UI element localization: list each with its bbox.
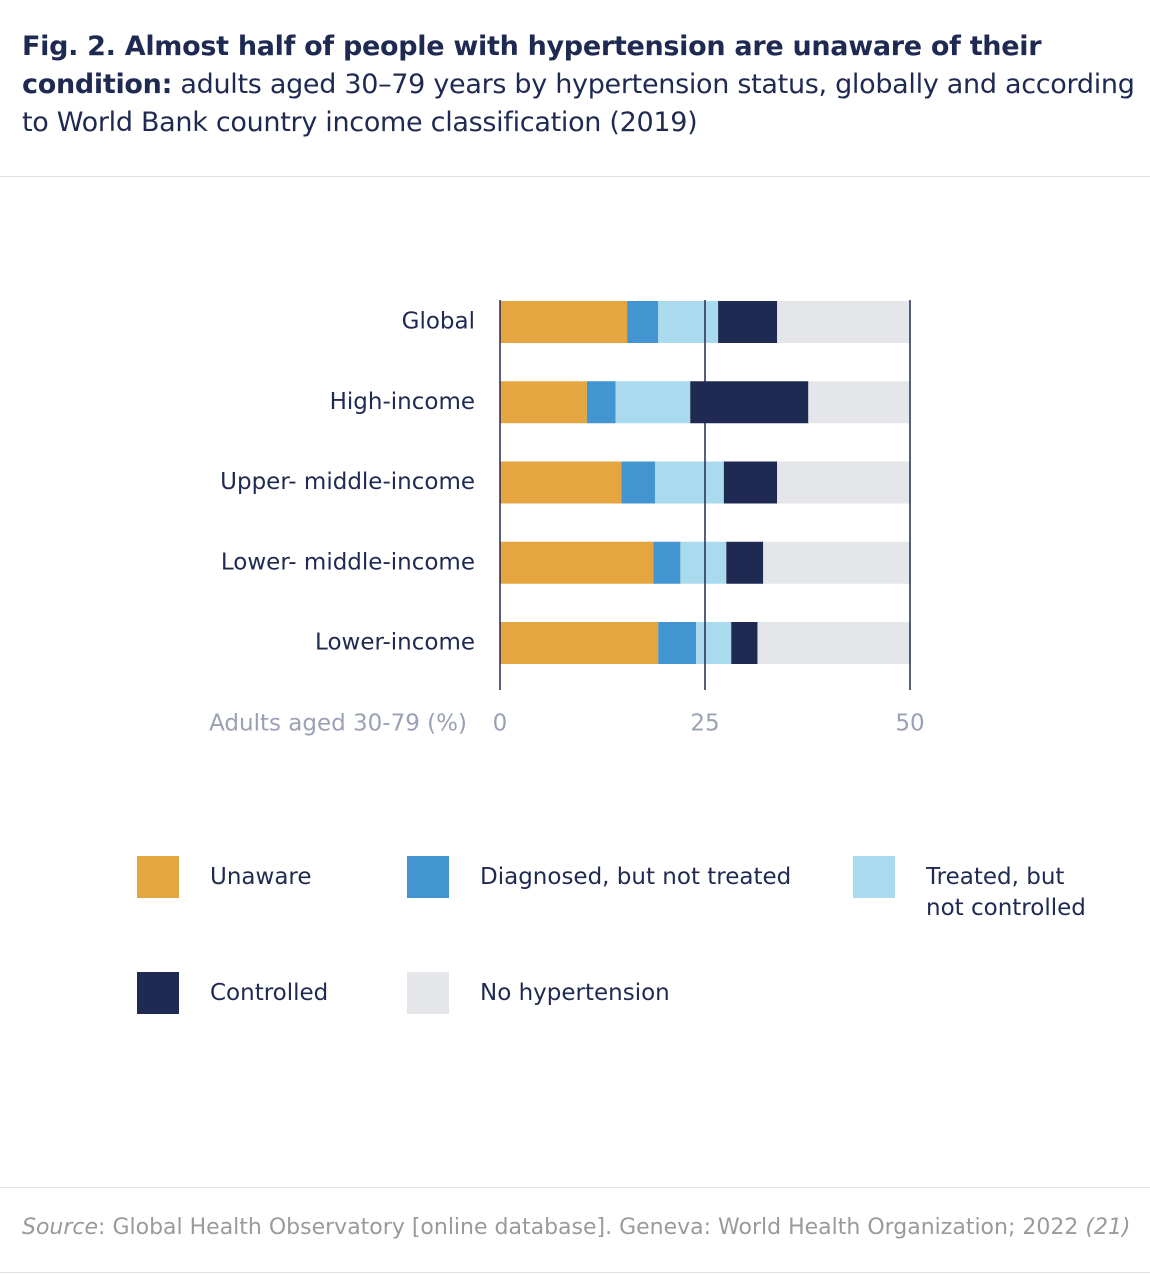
chart-subtitle: adults aged 30–79 years by hypertension … [22, 69, 1135, 138]
bar-segment [680, 541, 727, 584]
bar-segment [808, 381, 910, 424]
bar-segment [726, 541, 764, 584]
bar-segment [658, 622, 696, 664]
bar-segment [763, 541, 910, 584]
bar-segment [500, 622, 659, 664]
bar-segment [500, 381, 587, 424]
legend-item: Unaware [137, 856, 530, 898]
bar-segment [777, 301, 910, 343]
divider [0, 176, 1150, 177]
legend-label: Diagnosed, but not treated [480, 864, 792, 890]
source: Source: Global Health Observatory [onlin… [22, 1215, 1131, 1240]
y-tick-label: Lower- middle-income [221, 549, 475, 575]
bar-segment [653, 541, 681, 584]
legend-item: Controlled [137, 972, 530, 1014]
y-tick-label: High-income [330, 389, 475, 415]
bar-segment [586, 381, 616, 424]
legend-label: Unaware [210, 864, 312, 890]
legend-swatch [853, 856, 895, 898]
legend-swatch [137, 972, 179, 1014]
bar-segment [500, 461, 622, 504]
bar-segment [777, 461, 910, 504]
y-tick-label: Global [402, 309, 475, 335]
legend-swatch [407, 856, 449, 898]
bar-segment [723, 461, 778, 504]
bar-segment [757, 622, 911, 664]
source-ref: (21) [1085, 1215, 1131, 1240]
legend-label: Controlled [210, 980, 329, 1006]
x-axis-label: Adults aged 30-79 (%) [209, 711, 467, 737]
bar-segment [627, 301, 659, 343]
divider [0, 1187, 1150, 1188]
legend-item: Diagnosed, but not treated [407, 856, 800, 898]
source-text: : Global Health Observatory [online data… [98, 1215, 1079, 1240]
bar-segment [654, 461, 724, 504]
x-tick-label: 50 [895, 711, 924, 737]
title-block: Fig. 2. Almost half of people with hyper… [22, 28, 1137, 142]
legend-swatch [407, 972, 449, 1014]
divider [0, 1272, 1150, 1273]
x-tick-label: 25 [690, 711, 719, 737]
y-tick-label: Lower-income [315, 630, 475, 656]
bar-segment [500, 541, 654, 584]
bar-segment [500, 301, 628, 343]
x-tick-label: 0 [493, 711, 508, 737]
bar-segment [731, 622, 758, 664]
bar-segment [621, 461, 655, 504]
bar-segment [690, 381, 809, 424]
legend-item: No hypertension [407, 972, 800, 1014]
y-tick-label: Upper- middle-income [220, 469, 475, 495]
chart-title: Fig. 2. Almost half of people with hyper… [22, 31, 1042, 100]
legend-label: Treated, but not controlled [926, 864, 1086, 921]
bar-segment [718, 301, 778, 343]
legend-swatch [137, 856, 179, 898]
bar-segment [658, 301, 719, 343]
source-label: Source [22, 1215, 99, 1240]
bar-segment [695, 622, 732, 664]
legend-item: Treated, but not controlled [853, 856, 1106, 924]
bar-segment [615, 381, 691, 424]
legend-label: No hypertension [480, 980, 670, 1006]
